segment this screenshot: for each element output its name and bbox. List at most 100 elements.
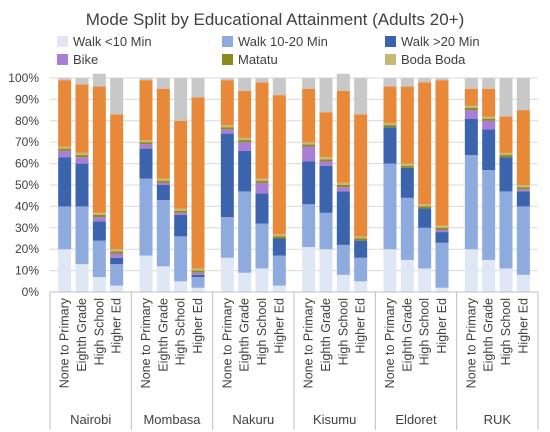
bar-1-2-0 (174, 281, 188, 292)
bar-1-2-5 (174, 208, 188, 211)
bar-3-2-3 (336, 187, 350, 192)
category-label-0-1: Eighth Grade (75, 298, 89, 372)
bar-3-3-7 (354, 78, 368, 115)
bar-0-2-4 (92, 214, 106, 218)
bar-1-3-3 (191, 272, 205, 275)
bar-5-0-2 (464, 118, 478, 156)
bar-2-2-0 (255, 268, 269, 292)
bar-0-0-3 (58, 150, 72, 158)
bar-1-1-0 (156, 266, 170, 292)
bar-1-1-2 (156, 185, 170, 200)
category-label-0-0: None to Primary (58, 297, 72, 388)
legend-swatch-1 (222, 36, 233, 47)
bar-3-0-7 (302, 78, 316, 89)
bar-4-3-5 (435, 225, 449, 228)
bar-2-1-1 (238, 191, 252, 273)
bar-2-2-4 (255, 180, 269, 183)
legend-label-3: Bike (73, 52, 98, 67)
bar-4-0-2 (383, 127, 397, 164)
y-axis-ticks: 0% 10% 20% 30% 40% 50% 60% 70% 80% 90% 100% (8, 71, 39, 299)
category-label-5-3: Higher Ed (516, 298, 530, 354)
bar-0-3-7 (110, 78, 124, 115)
bar-1-2-7 (174, 78, 188, 121)
legend-label-4: Matatu (238, 52, 278, 67)
bar-0-3-5 (110, 249, 124, 252)
bar-3-2-1 (336, 244, 350, 275)
bar-5-2-2 (499, 157, 513, 192)
bar-0-3-2 (110, 257, 124, 265)
bar-0-2-1 (92, 240, 106, 278)
bar-3-1-5 (319, 157, 333, 160)
y-tick-label-6: 60% (15, 157, 39, 171)
bar-2-1-0 (238, 272, 252, 292)
bar-0-1-1 (75, 206, 89, 265)
bar-3-2-2 (336, 191, 350, 245)
bar-1-2-3 (174, 212, 188, 215)
bar-3-0-2 (302, 161, 316, 205)
bar-2-2-7 (255, 78, 269, 83)
axis-lines (49, 291, 539, 430)
bar-3-2-4 (336, 185, 350, 188)
bar-2-3-0 (272, 285, 286, 292)
bar-5-1-4 (482, 118, 496, 121)
bar-0-1-5 (75, 152, 89, 156)
bar-3-0-1 (302, 204, 316, 248)
group-label-1: Mombasa (143, 412, 201, 427)
category-label-3-3: Higher Ed (354, 298, 368, 354)
bar-0-0-4 (58, 148, 72, 151)
category-label-1-1: Eighth Grade (156, 298, 170, 372)
bar-5-0-3 (464, 110, 478, 119)
bar-3-1-7 (319, 78, 333, 113)
bar-4-3-6 (435, 80, 449, 226)
bar-5-1-3 (482, 120, 496, 130)
bar-2-0-1 (220, 217, 234, 258)
bar-1-3-7 (191, 78, 205, 98)
bar-0-1-2 (75, 163, 89, 207)
bar-4-1-0 (400, 259, 414, 292)
bar-5-1-5 (482, 116, 496, 119)
bar-1-0-1 (139, 178, 153, 256)
legend-label-0: Walk <10 Min (73, 34, 152, 49)
bar-1-3-4 (191, 270, 205, 273)
bar-3-2-5 (336, 182, 350, 185)
bar-4-1-1 (400, 197, 414, 260)
bar-4-3-7 (435, 78, 449, 81)
y-tick-label-9: 90% (15, 92, 39, 106)
bar-4-1-7 (400, 78, 414, 87)
category-label-1-2: High School (174, 298, 188, 365)
bar-0-3-4 (110, 251, 124, 254)
category-label-5-2: High School (499, 298, 513, 365)
bar-2-2-3 (255, 182, 269, 194)
bar-4-3-4 (435, 227, 449, 230)
bar-3-2-0 (336, 274, 350, 292)
bar-1-2-2 (174, 214, 188, 237)
bar-5-0-6 (464, 88, 478, 106)
bar-4-0-5 (383, 122, 397, 126)
category-label-4-3: Higher Ed (435, 298, 449, 354)
bar-5-3-1 (516, 206, 530, 275)
bar-3-0-0 (302, 247, 316, 292)
bar-4-1-5 (400, 163, 414, 166)
bar-2-1-7 (238, 78, 252, 91)
category-label-3-0: None to Primary (302, 297, 316, 388)
bar-2-0-7 (220, 78, 234, 81)
bar-5-1-2 (482, 129, 496, 171)
group-label-0: Nairobi (70, 412, 111, 427)
bar-4-3-3 (435, 229, 449, 233)
category-label-3-2: High School (336, 298, 350, 365)
bar-2-0-2 (220, 133, 234, 218)
bar-3-1-3 (319, 161, 333, 166)
bar-4-2-0 (418, 268, 432, 292)
bar-4-3-1 (435, 242, 449, 288)
bar-3-1-2 (319, 165, 333, 213)
legend-swatch-4 (222, 54, 233, 65)
bar-3-3-1 (354, 257, 368, 282)
bar-5-0-4 (464, 107, 478, 111)
bar-1-0-2 (139, 148, 153, 179)
bar-4-1-2 (400, 167, 414, 198)
bar-2-3-4 (272, 236, 286, 239)
bar-1-3-1 (191, 277, 205, 288)
bar-4-2-5 (418, 204, 432, 207)
bar-4-0-0 (383, 249, 397, 292)
bar-0-2-5 (92, 212, 106, 215)
